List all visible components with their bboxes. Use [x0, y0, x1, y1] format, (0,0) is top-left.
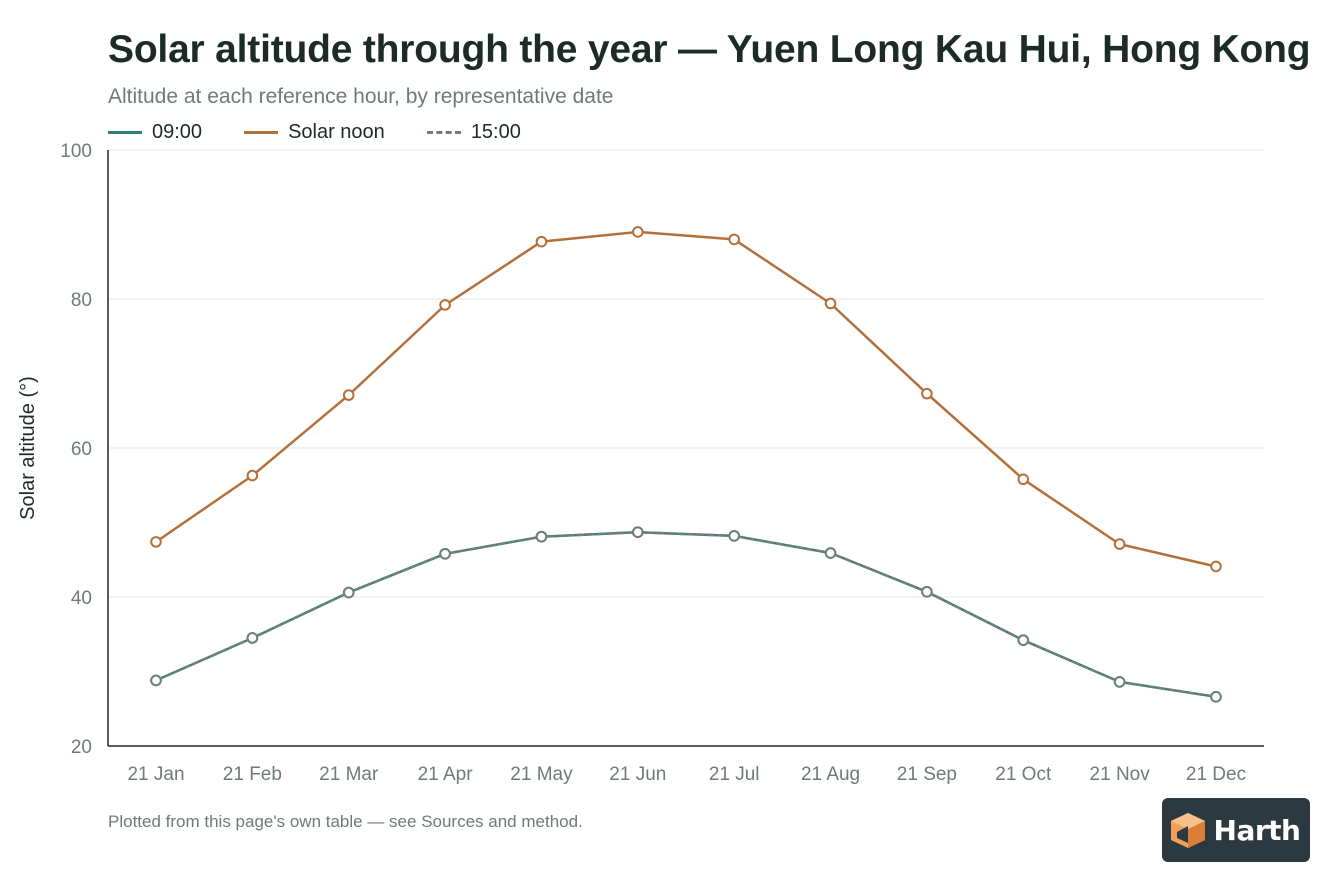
y-axis-label: Solar altitude (°)	[17, 376, 39, 520]
x-tick-label-7: 21 Aug	[801, 764, 860, 785]
series-line-1	[154, 230, 1218, 568]
data-point-s2-7	[824, 547, 837, 559]
legend-item-1500: 15:00	[426, 120, 521, 144]
y-tick-label-40: 40	[71, 588, 92, 609]
x-tick-label-5: 21 Jun	[609, 764, 666, 785]
data-point-s1-1	[246, 469, 259, 482]
data-point-s2-3	[439, 547, 451, 560]
data-point-s1-7	[824, 297, 837, 310]
chart-footnote: Plotted from this page's own table — see…	[108, 812, 583, 831]
data-point-s1-3	[439, 299, 451, 311]
data-point-s1-11	[1210, 560, 1222, 573]
y-tick-label-60: 60	[71, 439, 92, 460]
house-cube-icon	[1170, 813, 1205, 848]
brand-badge[interactable]: Harth	[1162, 798, 1310, 862]
data-point-s2-10	[1113, 676, 1126, 688]
data-point-s2-9	[1017, 634, 1030, 647]
legend-label-0900: 09:00	[152, 120, 203, 143]
data-point-s1-10	[1113, 538, 1126, 550]
x-tick-label-0: 21 Jan	[127, 764, 184, 785]
legend-swatch-solar-noon	[244, 130, 279, 134]
data-point-s2-5	[632, 526, 644, 538]
data-point-s2-8	[921, 585, 933, 598]
data-point-s2-4	[535, 530, 548, 543]
x-tick-label-6: 21 Jul	[709, 764, 760, 785]
data-point-s1-0	[150, 536, 162, 548]
data-point-s2-11	[1210, 691, 1222, 703]
data-point-s2-2	[342, 586, 355, 599]
data-point-s1-5	[632, 226, 644, 238]
x-tick-label-2: 21 Mar	[319, 764, 379, 785]
x-tick-label-10: 21 Nov	[1090, 764, 1151, 785]
chart-legend: 09:00 Solar noon 15:00	[108, 119, 563, 145]
data-point-s1-4	[535, 235, 548, 248]
legend-swatch-0900	[108, 130, 142, 134]
data-point-s2-1	[246, 632, 259, 644]
x-tick-label-3: 21 Apr	[418, 764, 474, 785]
series-line-0	[154, 530, 1218, 699]
chart-subtitle: Altitude at each reference hour, by repr…	[108, 85, 614, 108]
data-point-s1-6	[728, 233, 740, 246]
data-point-s1-2	[342, 389, 355, 401]
legend-item-0900: 09:00	[108, 121, 202, 144]
y-tick-label-20: 20	[71, 737, 92, 758]
x-tick-label-8: 21 Sep	[897, 764, 957, 785]
legend-label-solar-noon: Solar noon	[288, 120, 385, 143]
data-point-s1-9	[1017, 473, 1030, 486]
legend-swatch-1500	[426, 130, 461, 134]
data-point-s1-8	[921, 387, 933, 400]
x-tick-label-1: 21 Feb	[223, 764, 282, 785]
chart-title: Solar altitude through the year — Yuen L…	[108, 28, 1311, 71]
series-line-2	[154, 530, 1218, 699]
x-tick-label-9: 21 Oct	[995, 764, 1052, 785]
data-point-s2-0	[150, 674, 162, 687]
y-tick-label-100: 100	[60, 141, 92, 162]
y-tick-label-80: 80	[71, 290, 92, 311]
brand-name: Harth	[1213, 813, 1301, 847]
data-point-s2-6	[728, 530, 740, 542]
legend-item-solar-noon: Solar noon	[244, 121, 385, 144]
x-tick-label-11: 21 Dec	[1186, 764, 1246, 785]
legend-label-1500: 15:00	[470, 120, 521, 143]
x-tick-label-4: 21 May	[510, 764, 573, 785]
